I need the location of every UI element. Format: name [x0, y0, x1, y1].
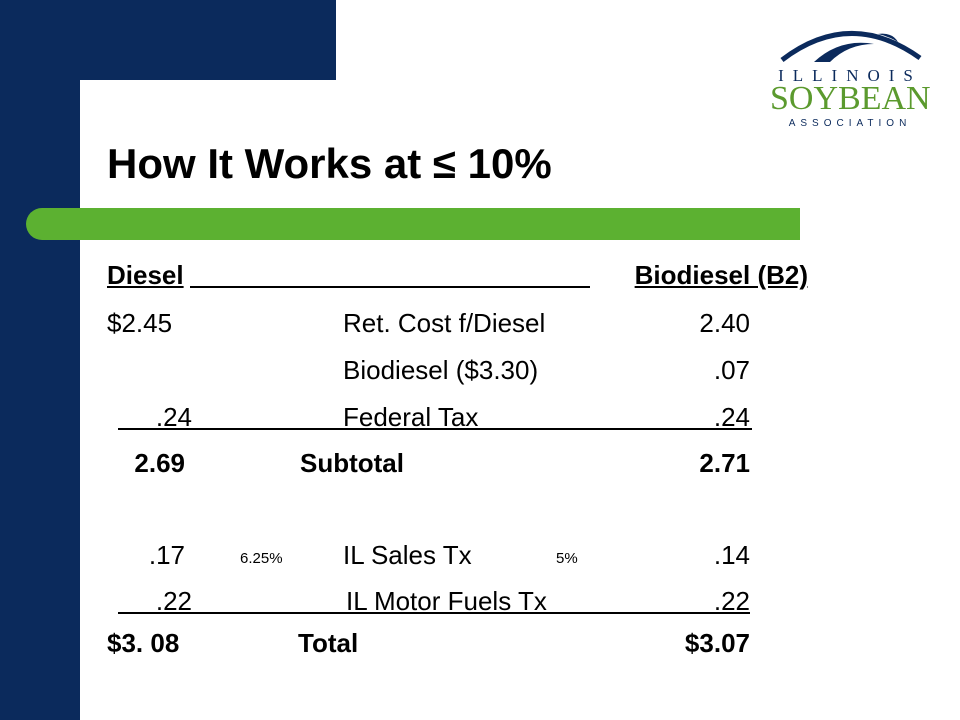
logo-line-soybean: SOYBEAN	[770, 80, 931, 117]
motor-fuels-diesel-value: .22	[155, 586, 192, 616]
header-biodiesel: Biodiesel (B2)	[634, 260, 808, 290]
biodiesel-value: .07	[713, 355, 750, 385]
header-underline	[190, 286, 590, 288]
logo-line-illinois: ILLINOIS	[778, 66, 922, 85]
federal-tax-biodiesel-value: .24	[713, 402, 750, 432]
slide-title: How It Works at ≤ 10%	[107, 140, 552, 187]
motor-fuels-label: IL Motor Fuels Tx	[346, 586, 547, 616]
total-label: Total	[298, 628, 359, 658]
ret-cost-diesel-value: $2.45	[107, 308, 173, 338]
motor-fuels-biodiesel-value: .22	[713, 586, 750, 616]
federal-tax-underline	[118, 428, 752, 430]
sales-tax-diesel-rate: 6.25%	[240, 550, 283, 567]
federal-tax-label: Federal Tax	[343, 402, 479, 432]
soybean-arc-icon	[780, 31, 922, 62]
illinois-soybean-logo: ILLINOIS SOYBEAN ASSOCIATION	[770, 18, 931, 130]
ret-cost-label: Ret. Cost f/Diesel	[343, 308, 546, 338]
total-diesel-value: $3. 08	[107, 628, 180, 658]
ret-cost-biodiesel-value: 2.40	[699, 308, 750, 338]
subtotal-diesel-value: 2.69	[134, 448, 185, 478]
sales-tax-label: IL Sales Tx	[343, 540, 472, 570]
top-navy-block	[0, 0, 336, 80]
sales-tax-biodiesel-rate: 5%	[556, 550, 578, 567]
subtotal-label: Subtotal	[300, 448, 404, 478]
logo-line-association: ASSOCIATION	[788, 118, 912, 129]
sales-tax-diesel-value: .17	[148, 540, 185, 570]
subtotal-biodiesel-value: 2.71	[699, 448, 750, 478]
total-biodiesel-value: $3.07	[684, 628, 750, 658]
header-diesel: Diesel	[107, 260, 184, 290]
motor-fuels-underline	[118, 612, 750, 614]
title-divider	[26, 208, 800, 240]
sales-tax-biodiesel-value: .14	[713, 540, 750, 570]
biodiesel-label: Biodiesel ($3.30)	[343, 355, 539, 385]
left-navy-bar	[0, 0, 80, 720]
federal-tax-diesel-value: .24	[155, 402, 192, 432]
